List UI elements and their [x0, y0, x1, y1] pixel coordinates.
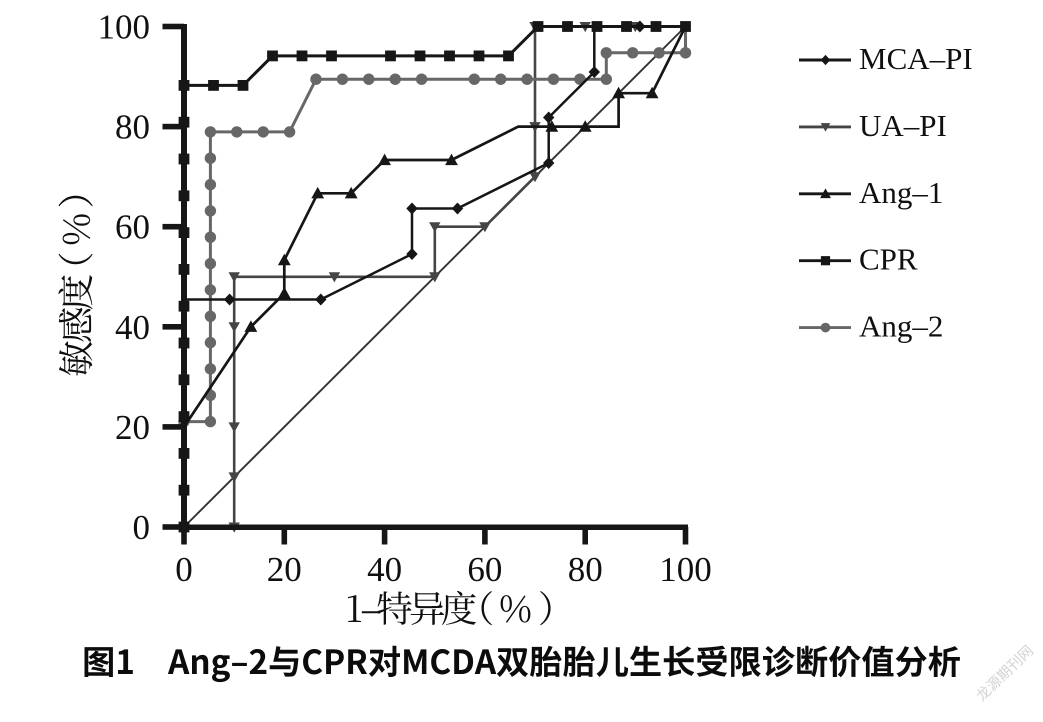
svg-text:100: 100: [98, 8, 151, 47]
svg-text:20: 20: [115, 408, 150, 447]
svg-text:40: 40: [115, 308, 150, 347]
svg-text:Ang–1: Ang–1: [859, 175, 943, 210]
svg-text:40: 40: [367, 550, 402, 589]
svg-text:80: 80: [115, 108, 150, 147]
svg-text:MCA–PI: MCA–PI: [859, 41, 973, 76]
svg-text:0: 0: [133, 508, 151, 547]
svg-text:20: 20: [267, 550, 302, 589]
svg-text:CPR: CPR: [859, 242, 918, 277]
svg-text:80: 80: [568, 550, 603, 589]
svg-text:Ang–2: Ang–2: [859, 309, 943, 344]
svg-text:UA–PI: UA–PI: [859, 108, 947, 143]
svg-text:60: 60: [115, 208, 150, 247]
svg-text:60: 60: [467, 550, 502, 589]
svg-text:100: 100: [659, 550, 712, 589]
svg-text:0: 0: [175, 550, 193, 589]
